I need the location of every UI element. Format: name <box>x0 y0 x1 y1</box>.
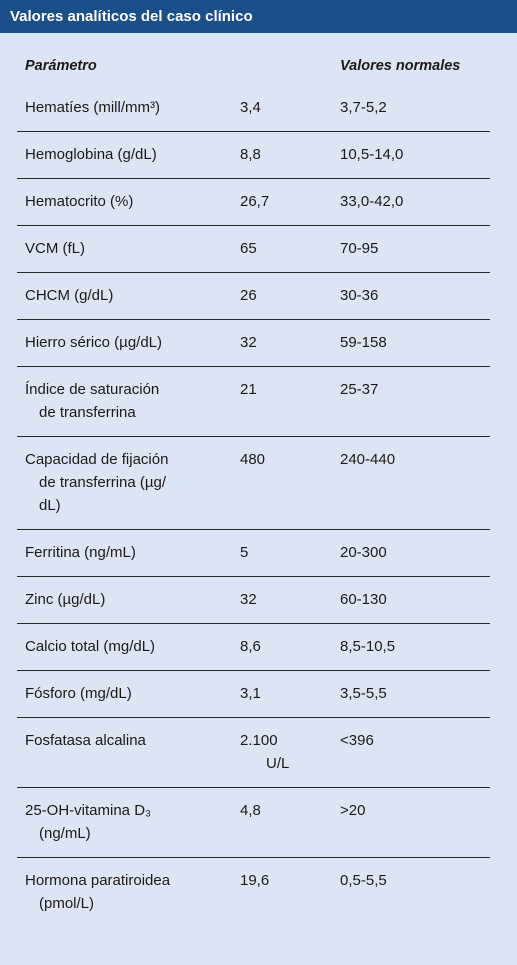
row-divider <box>17 436 490 437</box>
parameter-cell: Ferritina (ng/mL) <box>25 541 230 564</box>
parameter-line: (pmol/L) <box>39 895 95 912</box>
value-line: 26 <box>240 287 257 304</box>
normal-range-cell: 8,5-10,5 <box>340 638 396 655</box>
normal-range-cell: 60-130 <box>340 591 387 608</box>
parameter-cell: 25-OH-vitamina D₃ (ng/mL) <box>25 799 230 845</box>
parameter-cell: VCM (fL) <box>25 237 230 260</box>
header-normal-values: Valores normales <box>340 58 461 74</box>
parameter-cell: Hierro sérico (µg/dL) <box>25 331 230 354</box>
value-line: 3,1 <box>240 685 261 702</box>
parameter-line: Fósforo (mg/dL) <box>25 685 132 702</box>
normal-range-cell: 20-300 <box>340 544 387 561</box>
value-cell: 21 <box>240 378 330 401</box>
row-divider <box>17 225 490 226</box>
normal-range-cell: 240-440 <box>340 451 396 468</box>
normal-range-cell: 33,0-42,0 <box>340 193 404 210</box>
parameter-line: Capacidad de fijación <box>25 451 169 468</box>
value-cell: 5 <box>240 541 330 564</box>
parameter-cell: Fosfatasa alcalina <box>25 729 230 752</box>
normal-range-cell: 3,5-5,5 <box>340 685 387 702</box>
parameter-cell: Índice de saturación de transferrina <box>25 378 230 424</box>
header-parameter: Parámetro <box>25 58 97 74</box>
row-divider <box>17 319 490 320</box>
normal-range-cell: 25-37 <box>340 381 379 398</box>
value-line: 8,8 <box>240 146 261 163</box>
value-line: 480 <box>240 451 266 468</box>
parameter-cell: CHCM (g/dL) <box>25 284 230 307</box>
value-line: 5 <box>240 544 249 561</box>
parameter-line: (ng/mL) <box>39 825 91 842</box>
value-cell: 2.100 U/L <box>240 729 330 775</box>
parameter-line: Hematocrito (%) <box>25 193 134 210</box>
row-divider <box>17 366 490 367</box>
normal-range-cell: 70-95 <box>340 240 379 257</box>
value-line: 32 <box>240 334 257 351</box>
value-cell: 19,6 <box>240 869 330 892</box>
value-line: 19,6 <box>240 872 270 889</box>
parameter-cell: Hematíes (mill/mm³) <box>25 96 230 119</box>
parameter-cell: Hormona paratiroidea (pmol/L) <box>25 869 230 915</box>
value-cell: 8,8 <box>240 143 330 166</box>
value-cell: 8,6 <box>240 635 330 658</box>
value-line: 4,8 <box>240 802 261 819</box>
value-line: 26,7 <box>240 193 270 210</box>
parameter-line: 25-OH-vitamina D₃ <box>25 802 152 819</box>
parameter-line: Hierro sérico (µg/dL) <box>25 334 163 351</box>
row-divider <box>17 178 490 179</box>
parameter-cell: Capacidad de fijación de transferrina (µg… <box>25 448 230 517</box>
parameter-line: Hemoglobina (g/dL) <box>25 146 157 163</box>
row-divider <box>17 529 490 530</box>
normal-range-cell: 30-36 <box>340 287 379 304</box>
parameter-cell: Hemoglobina (g/dL) <box>25 143 230 166</box>
row-divider <box>17 576 490 577</box>
parameter-line: VCM (fL) <box>25 240 85 257</box>
value-cell: 32 <box>240 331 330 354</box>
value-line: 2.100 <box>240 732 278 749</box>
parameter-cell: Calcio total (mg/dL) <box>25 635 230 658</box>
normal-range-cell: 3,7-5,2 <box>340 99 387 116</box>
normal-range-cell: >20 <box>340 802 366 819</box>
value-line: 21 <box>240 381 257 398</box>
value-line: 65 <box>240 240 257 257</box>
row-divider <box>17 670 490 671</box>
value-cell: 3,4 <box>240 96 330 119</box>
parameter-line: Hematíes (mill/mm³) <box>25 99 160 116</box>
parameter-line: Fosfatasa alcalina <box>25 732 146 749</box>
table-title: Valores analíticos del caso clínico <box>0 0 517 33</box>
parameter-line: Ferritina (ng/mL) <box>25 544 136 561</box>
normal-range-cell: 59-158 <box>340 334 387 351</box>
normal-range-cell: <396 <box>340 732 374 749</box>
parameter-cell: Zinc (µg/dL) <box>25 588 230 611</box>
parameter-line: de transferrina <box>39 404 136 421</box>
parameter-line: de transferrina (µg/ <box>39 474 167 491</box>
parameter-cell: Fósforo (mg/dL) <box>25 682 230 705</box>
parameter-line: CHCM (g/dL) <box>25 287 114 304</box>
row-divider <box>17 272 490 273</box>
value-cell: 3,1 <box>240 682 330 705</box>
parameter-cell: Hematocrito (%) <box>25 190 230 213</box>
row-divider <box>17 623 490 624</box>
row-divider <box>17 717 490 718</box>
value-cell: 26 <box>240 284 330 307</box>
value-line: 3,4 <box>240 99 261 116</box>
value-line: U/L <box>266 755 290 772</box>
parameter-line: dL) <box>39 497 61 514</box>
normal-range-cell: 10,5-14,0 <box>340 146 404 163</box>
value-cell: 26,7 <box>240 190 330 213</box>
normal-range-cell: 0,5-5,5 <box>340 872 387 889</box>
value-cell: 480 <box>240 448 330 471</box>
parameter-line: Calcio total (mg/dL) <box>25 638 156 655</box>
parameter-line: Hormona paratiroidea <box>25 872 171 889</box>
value-line: 32 <box>240 591 257 608</box>
row-divider <box>17 787 490 788</box>
value-cell: 32 <box>240 588 330 611</box>
row-divider <box>17 131 490 132</box>
value-line: 8,6 <box>240 638 261 655</box>
value-cell: 65 <box>240 237 330 260</box>
parameter-line: Zinc (µg/dL) <box>25 591 106 608</box>
parameter-line: Índice de saturación <box>25 381 160 398</box>
row-divider <box>17 857 490 858</box>
value-cell: 4,8 <box>240 799 330 822</box>
